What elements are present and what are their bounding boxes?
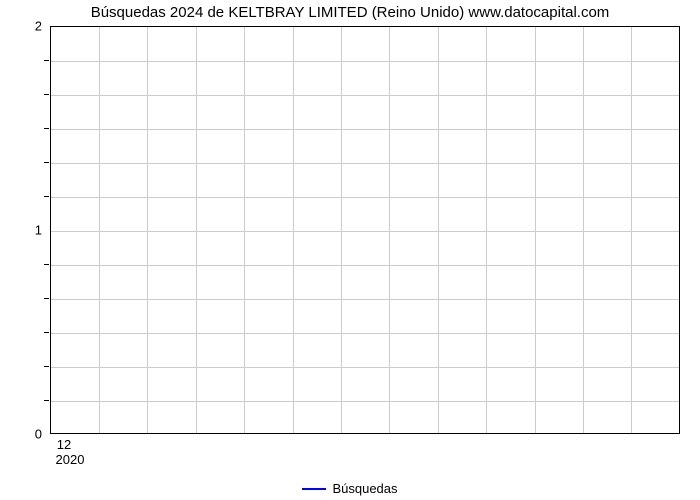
y-tick-minor bbox=[44, 60, 49, 61]
gridline-h bbox=[51, 163, 679, 164]
y-tick-minor bbox=[44, 196, 49, 197]
x-tick-label-month: 12 bbox=[57, 437, 71, 452]
gridline-v bbox=[631, 27, 632, 433]
gridline-v bbox=[293, 27, 294, 433]
gridline-h bbox=[51, 299, 679, 300]
y-tick-minor bbox=[44, 332, 49, 333]
legend-swatch bbox=[302, 488, 326, 490]
gridline-v bbox=[438, 27, 439, 433]
gridline-h bbox=[51, 231, 679, 232]
y-tick-minor bbox=[44, 128, 49, 129]
y-tick-minor bbox=[44, 94, 49, 95]
plot-area bbox=[50, 26, 680, 434]
gridline-v bbox=[99, 27, 100, 433]
gridline-h bbox=[51, 129, 679, 130]
gridline-v bbox=[486, 27, 487, 433]
gridline-h bbox=[51, 61, 679, 62]
gridline-v bbox=[341, 27, 342, 433]
y-tick-label: 1 bbox=[0, 223, 42, 238]
gridline-v bbox=[583, 27, 584, 433]
chart-container: Búsquedas 2024 de KELTBRAY LIMITED (Rein… bbox=[0, 0, 700, 500]
gridline-h bbox=[51, 95, 679, 96]
x-tick-label-year: 2020 bbox=[56, 452, 85, 467]
gridline-h bbox=[51, 197, 679, 198]
legend-label: Búsquedas bbox=[332, 481, 397, 496]
y-tick-minor bbox=[44, 298, 49, 299]
gridline-v bbox=[244, 27, 245, 433]
gridline-v bbox=[196, 27, 197, 433]
gridline-v bbox=[147, 27, 148, 433]
gridline-v bbox=[389, 27, 390, 433]
y-tick-label: 2 bbox=[0, 19, 42, 34]
gridline-v bbox=[535, 27, 536, 433]
y-tick-minor bbox=[44, 400, 49, 401]
y-tick-minor bbox=[44, 162, 49, 163]
chart-title: Búsquedas 2024 de KELTBRAY LIMITED (Rein… bbox=[0, 4, 700, 21]
gridline-h bbox=[51, 401, 679, 402]
y-tick-minor bbox=[44, 264, 49, 265]
gridline-h bbox=[51, 265, 679, 266]
gridline-h bbox=[51, 333, 679, 334]
y-tick-minor bbox=[44, 366, 49, 367]
gridline-h bbox=[51, 367, 679, 368]
y-tick-label: 0 bbox=[0, 427, 42, 442]
legend: Búsquedas bbox=[0, 480, 700, 496]
